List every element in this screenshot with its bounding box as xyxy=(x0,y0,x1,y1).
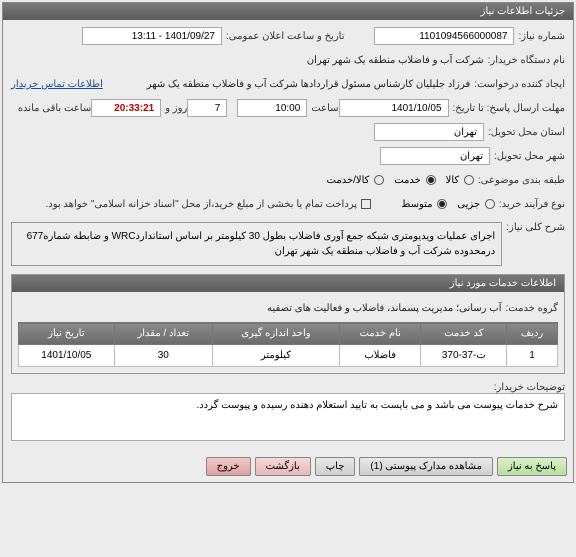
desc-box: اجرای عملیات ویدیومتری شبکه جمع آوری فاض… xyxy=(11,222,502,266)
th-3: واحد اندازه گیری xyxy=(212,323,339,345)
radio-khedmat[interactable]: خدمت xyxy=(394,175,435,186)
td-0: 1 xyxy=(507,345,558,367)
radio-kalakhedmat[interactable]: کالا/خدمت xyxy=(327,175,385,186)
back-button[interactable]: بازگشت xyxy=(255,457,311,476)
th-0: ردیف xyxy=(507,323,558,345)
panel-body: شماره نیاز: 1101094566000087 تاریخ و ساع… xyxy=(3,20,573,451)
radio-kala[interactable]: کالا xyxy=(446,175,474,186)
table-row: 1 ت-37-370 فاضلاب کیلومتر 30 1401/10/05 xyxy=(19,345,558,367)
attach-button[interactable]: مشاهده مدارک پیوستی (1) xyxy=(359,457,493,476)
group-value: آب رسانی؛ مدیریت پسماند، فاضلاب و فعالیت… xyxy=(267,301,501,316)
desc-label: شرح کلی نیاز: xyxy=(506,218,565,233)
deadline-label: مهلت ارسال پاسخ: تا تاریخ: xyxy=(453,103,565,114)
province-value: تهران xyxy=(374,123,484,141)
pub-value: 1401/09/27 - 13:11 xyxy=(82,27,222,45)
pay-label: پرداخت تمام یا بخشی از مبلغ خرید،از محل … xyxy=(45,199,357,210)
creator-label: ایجاد کننده درخواست: xyxy=(474,79,565,90)
services-panel: اطلاعات خدمات مورد نیاز گروه خدمت: آب رس… xyxy=(11,274,565,374)
reply-button[interactable]: پاسخ به نیاز xyxy=(497,457,567,476)
th-2: نام خدمت xyxy=(339,323,421,345)
services-header: اطلاعات خدمات مورد نیاز xyxy=(12,275,564,292)
notes-label: توضیحات خریدار: xyxy=(494,378,565,393)
radio-kala-label: کالا xyxy=(446,175,460,186)
deadline-time: 10:00 xyxy=(237,99,307,117)
need-no-text: 1101094566000087 xyxy=(419,31,507,42)
pub-text: 1401/09/27 - 13:11 xyxy=(132,31,215,42)
need-no-label: شماره نیاز: xyxy=(518,31,565,42)
th-1: کد خدمت xyxy=(421,323,507,345)
button-bar: پاسخ به نیاز مشاهده مدارک پیوستی (1) چاپ… xyxy=(3,451,573,482)
group-label: گروه خدمت: xyxy=(505,301,558,316)
services-table: ردیف کد خدمت نام خدمت واحد اندازه گیری ت… xyxy=(18,322,558,367)
province-label: استان محل تحویل: xyxy=(488,127,565,138)
radio-motevaset-label: متوسط xyxy=(401,199,432,210)
proc-label: نوع فرآیند خرید: xyxy=(499,199,565,210)
radio-motevaset[interactable]: متوسط xyxy=(401,199,447,210)
time-label: ساعت xyxy=(311,103,338,114)
cat-label: طبقه بندی موضوعی: xyxy=(478,175,565,186)
days-label: روز و xyxy=(165,103,187,114)
contact-link[interactable]: اطلاعات تماس خریدار xyxy=(11,79,103,90)
th-5: تاریخ نیاز xyxy=(19,323,115,345)
buyer-value: شرکت آب و فاضلاب منطقه یک شهر تهران xyxy=(307,55,484,66)
desc-text: اجرای عملیات ویدیومتری شبکه جمع آوری فاض… xyxy=(12,223,501,265)
city-value: تهران xyxy=(380,147,490,165)
pub-label: تاریخ و ساعت اعلان عمومی: xyxy=(226,31,345,42)
main-panel: جزئیات اطلاعات نیاز شماره نیاز: 11010945… xyxy=(2,2,574,483)
table-header-row: ردیف کد خدمت نام خدمت واحد اندازه گیری ت… xyxy=(19,323,558,345)
notes-textarea: شرح خدمات پیوست می باشد و می بایست به تا… xyxy=(11,393,565,441)
countdown-text: 20:33:21 xyxy=(114,103,154,114)
buyer-label: نام دستگاه خریدار: xyxy=(488,55,565,66)
exit-button[interactable]: خروج xyxy=(206,457,251,476)
th-4: تعداد / مقدار xyxy=(114,323,212,345)
td-2: فاضلاب xyxy=(339,345,421,367)
td-5: 1401/10/05 xyxy=(19,345,115,367)
td-1: ت-37-370 xyxy=(421,345,507,367)
td-4: 30 xyxy=(114,345,212,367)
radio-jozi-label: جزیی xyxy=(457,199,480,210)
deadline-time-text: 10:00 xyxy=(275,103,300,114)
city-text: تهران xyxy=(460,151,483,162)
deadline-date-text: 1401/10/05 xyxy=(391,103,441,114)
td-3: کیلومتر xyxy=(212,345,339,367)
city-label: شهر محل تحویل: xyxy=(494,151,565,162)
province-text: تهران xyxy=(454,127,477,138)
creator-value: فرزاد جلیلیان کارشناس مسئول قراردادها شر… xyxy=(147,79,471,90)
radio-jozi[interactable]: جزیی xyxy=(457,199,495,210)
need-no-value: 1101094566000087 xyxy=(374,27,514,45)
pay-checkbox[interactable] xyxy=(361,199,371,209)
radio-kalakhedmat-label: کالا/خدمت xyxy=(327,175,370,186)
days-value: 7 xyxy=(187,99,227,117)
days-text: 7 xyxy=(215,103,221,114)
countdown-box: 20:33:21 xyxy=(91,99,161,117)
deadline-date: 1401/10/05 xyxy=(339,99,449,117)
remain-label: ساعت باقی مانده xyxy=(18,103,91,114)
print-button[interactable]: چاپ xyxy=(315,457,356,476)
radio-khedmat-label: خدمت xyxy=(394,175,421,186)
panel-title: جزئیات اطلاعات نیاز xyxy=(3,3,573,20)
